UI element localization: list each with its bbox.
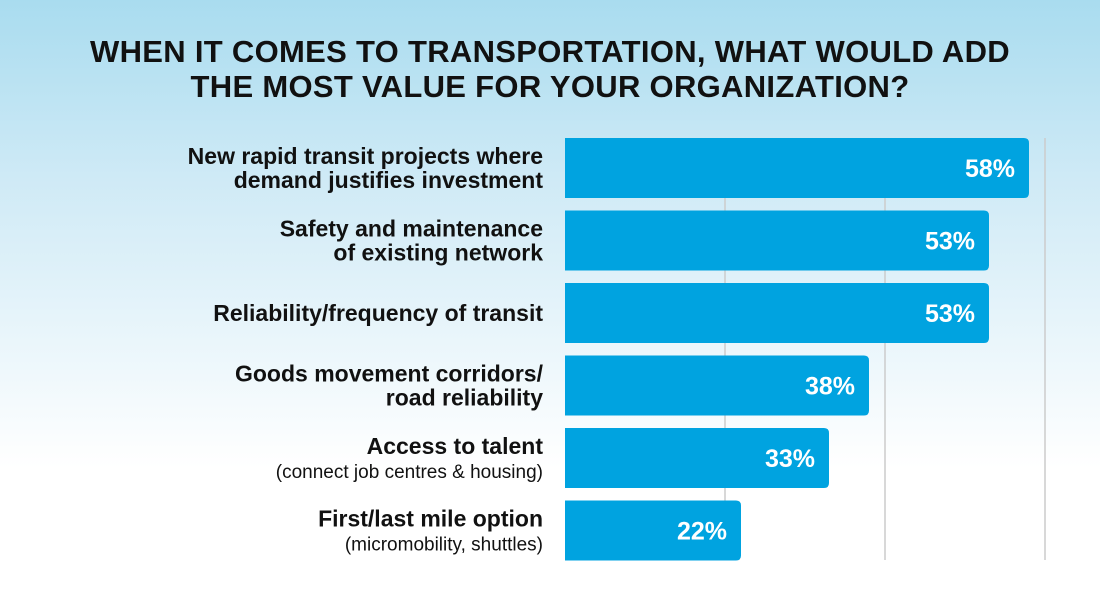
category-label-5-line-2: (connect job centres & housing) [276, 462, 543, 483]
gridlines [724, 138, 1046, 560]
chart-title: WHEN IT COMES TO TRANSPORTATION, WHAT WO… [0, 34, 1100, 104]
value-label-2: 53% [925, 228, 975, 256]
category-label-6-line-2: (micromobility, shuttles) [345, 535, 543, 556]
bar-2 [565, 210, 989, 271]
category-label-2-line-2: of existing network [333, 240, 543, 266]
category-label-1-line-1: New rapid transit projects where [188, 143, 543, 169]
category-label-5-line-1: Access to talent [367, 433, 544, 459]
category-label-2-line-1: Safety and maintenance [280, 216, 543, 242]
bars: 58% 53% 53% 38% 33% 22% [565, 138, 1029, 561]
value-label-3: 53% [925, 300, 975, 328]
category-label-6-line-1: First/last mile option [318, 506, 543, 532]
category-label-1-line-2: demand justifies investment [234, 167, 544, 193]
value-label-6: 22% [677, 518, 727, 546]
bar-3 [565, 283, 989, 343]
category-label-4-line-1: Goods movement corridors/ [235, 361, 544, 387]
bar-4 [565, 355, 869, 416]
category-label-4-line-2: road reliability [386, 385, 543, 411]
category-label-3-line-1: Reliability/frequency of transit [213, 300, 543, 326]
bar-5 [565, 428, 829, 488]
value-label-5: 33% [765, 445, 815, 473]
value-label-1: 58% [965, 155, 1015, 183]
chart-title-line-1: WHEN IT COMES TO TRANSPORTATION, WHAT WO… [90, 34, 1010, 69]
bar-6 [565, 500, 741, 561]
chart-title-line-2: THE MOST VALUE FOR YOUR ORGANIZATION? [190, 69, 910, 104]
value-label-4: 38% [805, 373, 855, 401]
bar-1 [565, 138, 1029, 198]
